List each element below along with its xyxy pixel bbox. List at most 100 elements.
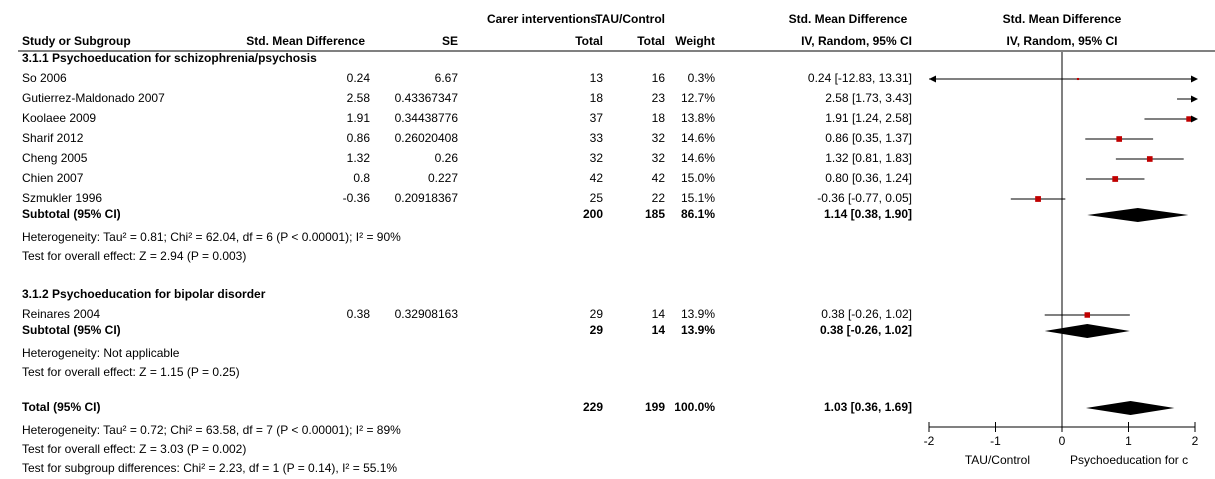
smd-cell: 2.58 [347,91,371,105]
weight-cell: 13.8% [681,111,715,125]
n1-cell: 13 [590,71,604,85]
plot-title: Std. Mean Difference [1003,12,1122,26]
n2-cell: 16 [652,71,666,85]
n2-cell: 42 [652,171,666,185]
column-header: Std. Mean Difference [246,34,365,48]
note: Test for overall effect: Z = 2.94 (P = 0… [22,249,246,263]
n1-cell: 37 [590,111,604,125]
weight-cell: 0.3% [688,71,716,85]
ci-cell: -0.36 [-0.77, 0.05] [817,191,912,205]
se-cell: 0.227 [428,171,458,185]
study-name: Gutierrez-Maldonado 2007 [22,91,165,105]
se-cell: 0.26020408 [395,131,459,145]
study-marker [1112,176,1119,182]
column-header: Total [575,34,603,48]
note: Test for overall effect: Z = 3.03 (P = 0… [22,442,246,456]
n2-cell: 199 [645,400,665,414]
weight-cell: 15.0% [681,171,715,185]
x-tick-label: -1 [990,434,1001,448]
smd-cell: 1.91 [347,111,371,125]
weight-cell: 13.9% [681,323,715,337]
x-label-right: Psychoeducation for c [1070,453,1188,467]
study-marker [1084,312,1091,318]
column-header: SE [442,34,458,48]
weight-cell: 12.7% [681,91,715,105]
plot-method: IV, Random, 95% CI [1007,34,1118,48]
x-tick-label: -2 [924,434,935,448]
x-tick-label: 0 [1059,434,1066,448]
n2-cell: 32 [652,131,666,145]
study-name: Reinares 2004 [22,307,100,321]
study-marker [1116,136,1123,142]
se-cell: 0.34438776 [395,111,459,125]
n1-cell: 29 [590,307,604,321]
n1-cell: 42 [590,171,604,185]
summary-diamond [1044,324,1130,338]
n1-cell: 32 [590,151,604,165]
study-name: Szmukler 1996 [22,191,102,205]
smd-cell: 0.24 [347,71,371,85]
summary-diamond [1087,208,1189,222]
smd-cell: 0.8 [353,171,370,185]
se-cell: 0.43367347 [395,91,459,105]
note: Heterogeneity: Not applicable [22,346,180,360]
column-header: Total [637,34,665,48]
n1-cell: 29 [590,323,604,337]
smd-cell: -0.36 [343,191,371,205]
ci-cell: 2.58 [1.73, 3.43] [825,91,912,105]
ci-cell: 1.91 [1.24, 2.58] [825,111,912,125]
se-cell: 0.32908163 [395,307,459,321]
n2-cell: 22 [652,191,666,205]
n1-cell: 200 [583,207,603,221]
ci-cell: 0.38 [-0.26, 1.02] [820,323,912,337]
subtotal-name: Total (95% CI) [22,400,100,414]
plot-area [929,77,1196,318]
n2-cell: 23 [652,91,666,105]
group1-header: Carer interventions [487,12,597,26]
study-name: Koolaee 2009 [22,111,96,125]
x-label-left: TAU/Control [965,453,1030,467]
weight-cell: 13.9% [681,307,715,321]
ci-cell: 1.14 [0.38, 1.90] [824,207,912,221]
se-cell: 0.26 [435,151,459,165]
ci-arrow [1191,115,1198,123]
subgroup-title: 3.1.2 Psychoeducation for bipolar disord… [22,287,266,301]
subtotal-name: Subtotal (95% CI) [22,323,121,337]
n1-cell: 25 [590,191,604,205]
study-marker [1146,156,1153,162]
ci-arrow [1191,75,1198,83]
weight-cell: 14.6% [681,151,715,165]
weight-cell: 86.1% [681,207,715,221]
summary-diamond [1085,401,1175,415]
subtotal-name: Subtotal (95% CI) [22,207,121,221]
note: Test for subgroup differences: Chi² = 2.… [22,461,397,475]
subgroup-title: 3.1.1 Psychoeducation for schizophrenia/… [22,51,317,65]
note: Test for overall effect: Z = 1.15 (P = 0… [22,365,240,379]
smd-cell: 0.86 [347,131,371,145]
note: Heterogeneity: Tau² = 0.81; Chi² = 62.04… [22,230,401,244]
se-cell: 6.67 [435,71,459,85]
x-tick-label: 2 [1192,434,1199,448]
n1-cell: 33 [590,131,604,145]
ci-cell: 1.32 [0.81, 1.83] [825,151,912,165]
ci-arrow [1191,95,1198,103]
x-tick-label: 1 [1125,434,1132,448]
n2-cell: 18 [652,111,666,125]
effect-header: Std. Mean Difference [789,12,908,26]
ci-cell: 0.24 [-12.83, 13.31] [808,71,912,85]
study-name: Chien 2007 [22,171,84,185]
study-marker [1186,116,1192,122]
column-header: IV, Random, 95% CI [801,34,912,48]
weight-cell: 14.6% [681,131,715,145]
smd-cell: 0.38 [347,307,371,321]
n1-cell: 229 [583,400,603,414]
n2-cell: 32 [652,151,666,165]
study-marker [1076,77,1079,81]
column-header: Study or Subgroup [22,34,131,48]
study-name: So 2006 [22,71,67,85]
column-header: Weight [675,34,715,48]
ci-cell: 1.03 [0.36, 1.69] [824,400,912,414]
se-cell: 0.20918367 [395,191,459,205]
